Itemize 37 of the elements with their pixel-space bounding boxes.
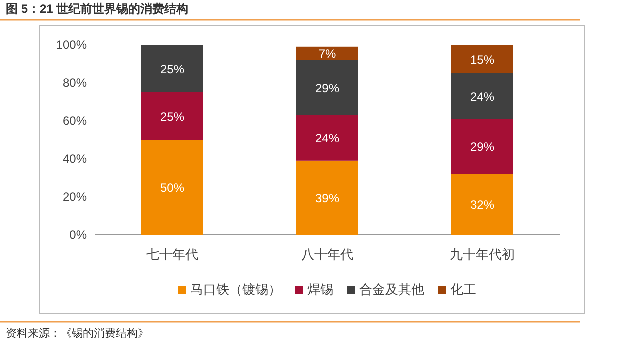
bar (142, 140, 204, 235)
legend-label: 化工 (450, 282, 476, 297)
chart-title: 图 5：21 世纪前世界锡的消费结构 (6, 2, 189, 16)
bar (452, 74, 514, 120)
data-label: 25% (160, 110, 185, 124)
y-tick-label: 20% (62, 190, 88, 204)
bar (296, 115, 358, 161)
data-label: 25% (160, 62, 185, 76)
x-tick-label: 七十年代 (146, 247, 198, 262)
bar (452, 119, 514, 174)
bar (296, 60, 358, 116)
x-tick-label: 九十年代初 (450, 247, 515, 262)
bar (296, 160, 358, 235)
data-label: 7% (318, 47, 336, 62)
bar (142, 45, 204, 92)
y-tick-label: 80% (62, 76, 88, 90)
y-tick-label: 60% (62, 114, 88, 128)
data-label: 29% (470, 140, 495, 154)
data-label: 29% (315, 81, 340, 96)
y-tick-label: 0% (70, 228, 88, 242)
data-label: 24% (470, 90, 495, 104)
bar (452, 45, 514, 74)
bar (142, 92, 204, 140)
data-label: 24% (315, 132, 340, 146)
legend-label: 焊锡 (308, 282, 334, 297)
bar (452, 174, 514, 235)
y-tick-label: 40% (62, 152, 88, 166)
legend-label: 合金及其他 (360, 282, 424, 297)
data-label: 50% (160, 181, 185, 195)
data-label: 39% (315, 191, 340, 206)
data-label: 32% (470, 198, 495, 212)
text: 资料来源：《锡的消费结构》 (6, 327, 149, 340)
bar (296, 46, 358, 60)
legend-label: 马口铁（镀锡） (190, 282, 282, 297)
data-label: 15% (470, 52, 495, 67)
x-tick-label: 八十年代 (302, 247, 354, 262)
y-tick-label: 100% (56, 38, 88, 52)
